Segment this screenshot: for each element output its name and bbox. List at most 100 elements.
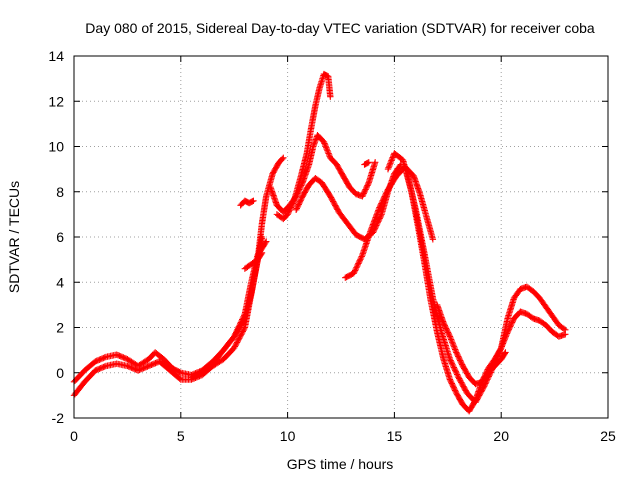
data-point [363,184,370,192]
data-point [359,191,367,199]
data-point [234,337,241,345]
data-point [293,205,300,212]
data-point [452,347,459,355]
data-point [440,321,448,328]
data-point [351,267,359,274]
data-point [321,140,328,147]
data-point [454,372,462,380]
data-point [353,263,361,270]
series-track-m [361,159,372,168]
data-point [447,334,454,342]
data-point [449,383,457,390]
data-point [298,182,305,189]
data-point [231,333,238,340]
data-point [323,145,331,153]
data-point [355,258,363,266]
data-point [101,363,108,370]
series-track-f [292,161,405,243]
data-point [454,351,461,359]
data-point [383,189,390,196]
data-point [450,341,457,349]
data-point [444,327,451,335]
data-point [320,138,328,146]
data-point [429,236,437,243]
data-point [365,159,372,166]
data-point [237,319,245,326]
data-point [447,336,455,343]
data-point [238,317,245,325]
data-point [176,375,183,382]
data-point [480,383,488,390]
data-point [356,257,363,264]
data-point [448,358,455,366]
series-track-k [237,197,257,209]
data-point [380,194,388,202]
data-point [382,190,390,197]
series-track-e [267,131,379,216]
data-point [494,351,502,359]
data-point [237,320,244,328]
data-point [448,360,456,367]
data-point [562,326,569,333]
data-point [298,180,306,188]
data-point [452,368,460,375]
data-point [453,369,460,377]
data-point [237,332,244,339]
x-tick-label: 0 [70,428,78,444]
y-tick-label: 2 [56,320,64,336]
data-point [502,349,509,356]
data-point [450,343,458,350]
data-point [235,323,243,330]
x-tick-labels: 0 5 10 15 20 25 [70,428,616,444]
data-point [378,200,385,207]
data-point [381,193,388,200]
data-point [323,144,330,151]
data-point [240,313,247,320]
data-point [297,183,304,190]
data-point [325,150,332,157]
data-point [297,197,304,204]
data-point [364,159,371,167]
data-point [324,148,332,156]
data-point [295,187,302,195]
data-point [457,358,465,366]
data-point [233,339,241,346]
data-point [294,203,301,211]
data-point [448,380,456,387]
data-point [448,337,455,345]
data-point [231,344,238,352]
data-point [249,198,256,205]
x-tick-label: 5 [177,428,185,444]
data-point [455,353,462,360]
data-point [387,160,394,167]
data-point [560,325,568,333]
data-point [358,253,365,260]
data-point [450,364,458,371]
data-point [354,261,361,269]
data-point [241,312,248,319]
data-point [292,206,300,214]
data-point [101,354,108,361]
data-point [232,330,239,337]
data-point [236,333,244,341]
data-point [449,361,456,368]
data-point [235,324,242,332]
y-axis-label: SDTVAR / TECUs [6,181,22,293]
data-point [384,165,392,173]
data-point [240,325,248,333]
data-point [234,326,241,333]
data-point [233,340,240,347]
data-point [292,193,300,200]
data-point [496,349,503,356]
data-point [377,201,384,209]
data-point [350,270,358,277]
grid-lines [74,56,608,418]
data-point [364,180,372,188]
y-tick-label: 8 [56,184,64,200]
data-point [386,161,393,169]
data-point [447,377,454,385]
data-point [322,143,329,150]
data-point [239,316,246,323]
data-point [362,186,369,193]
data-point [232,341,239,349]
